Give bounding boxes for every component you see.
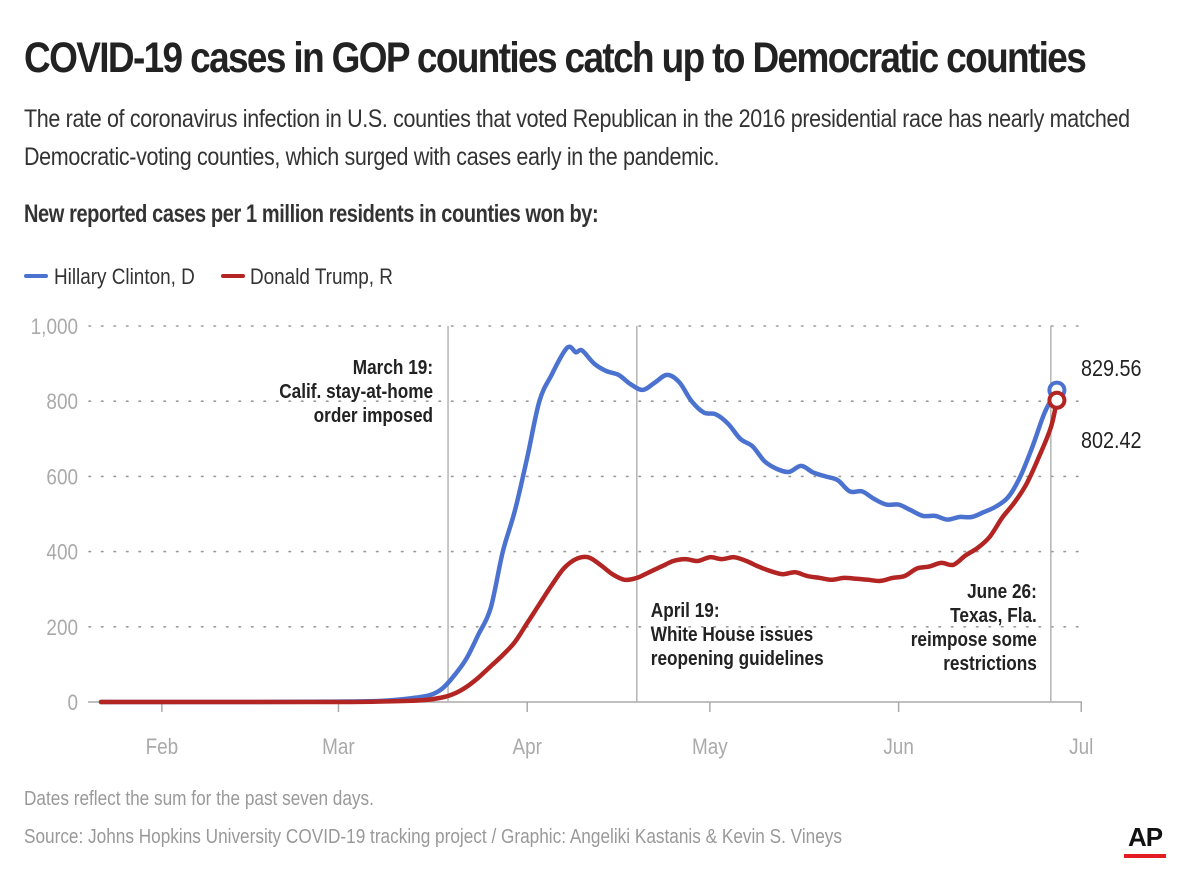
y-tick-label: 800 — [46, 390, 78, 415]
legend-label-trump: Donald Trump, R — [250, 265, 393, 290]
x-tick-label: Mar — [322, 735, 355, 760]
x-tick-label: Apr — [512, 735, 542, 760]
x-tick-label: Jun — [883, 735, 913, 760]
ap-logo-bar — [1124, 854, 1166, 858]
x-tick-label: Jul — [1069, 735, 1093, 760]
legend: Hillary Clinton, D Donald Trump, R — [24, 265, 393, 290]
y-tick-label: 0 — [67, 691, 78, 716]
y-tick-label: 400 — [46, 540, 78, 565]
measure-title: New reported cases per 1 million residen… — [24, 200, 599, 228]
annotation-text: reopening guidelines — [651, 647, 824, 670]
annotation-text: restrictions — [943, 652, 1037, 675]
ap-logo-text: AP — [1127, 822, 1163, 852]
series-line-1 — [98, 398, 1060, 705]
annotation-text: order imposed — [314, 404, 433, 427]
gridlines — [88, 325, 1083, 628]
chart-title: COVID-19 cases in GOP counties catch up … — [24, 34, 1087, 82]
annotation-text: reimpose some — [911, 628, 1037, 651]
annotation-text: Texas, Fla. — [950, 604, 1037, 627]
x-axis: Feb Mar Apr May Jun Jul — [146, 702, 1093, 760]
chart-note: Dates reflect the sum for the past seven… — [24, 788, 374, 810]
series-endpoint-1 — [1047, 390, 1067, 410]
chart-subtitle: The rate of coronavirus infection in U.S… — [24, 105, 1130, 171]
annotation-text: June 26: — [967, 580, 1037, 603]
series — [98, 344, 1067, 705]
chart-source: Source: Johns Hopkins University COVID-1… — [24, 826, 843, 848]
annotation-text: White House issues — [651, 623, 813, 646]
y-tick-label: 1,000 — [31, 315, 78, 340]
x-tick-label: May — [692, 735, 728, 760]
y-tick-label: 600 — [46, 465, 78, 490]
end-value-label-1: 802.42 — [1081, 428, 1141, 454]
y-tick-label: 200 — [46, 615, 78, 640]
end-value-label-0: 829.56 — [1081, 356, 1141, 382]
legend-label-clinton: Hillary Clinton, D — [54, 265, 195, 290]
ap-logo: AP — [1124, 822, 1166, 858]
annotation-text: April 19: — [651, 599, 720, 622]
end-labels: 829.56 802.42 — [1081, 356, 1141, 454]
annotation-text: March 19: — [353, 356, 433, 379]
series-line-0 — [98, 344, 1060, 705]
x-tick-label: Feb — [146, 735, 179, 760]
annotation-text: Calif. stay-at-home — [279, 380, 433, 403]
